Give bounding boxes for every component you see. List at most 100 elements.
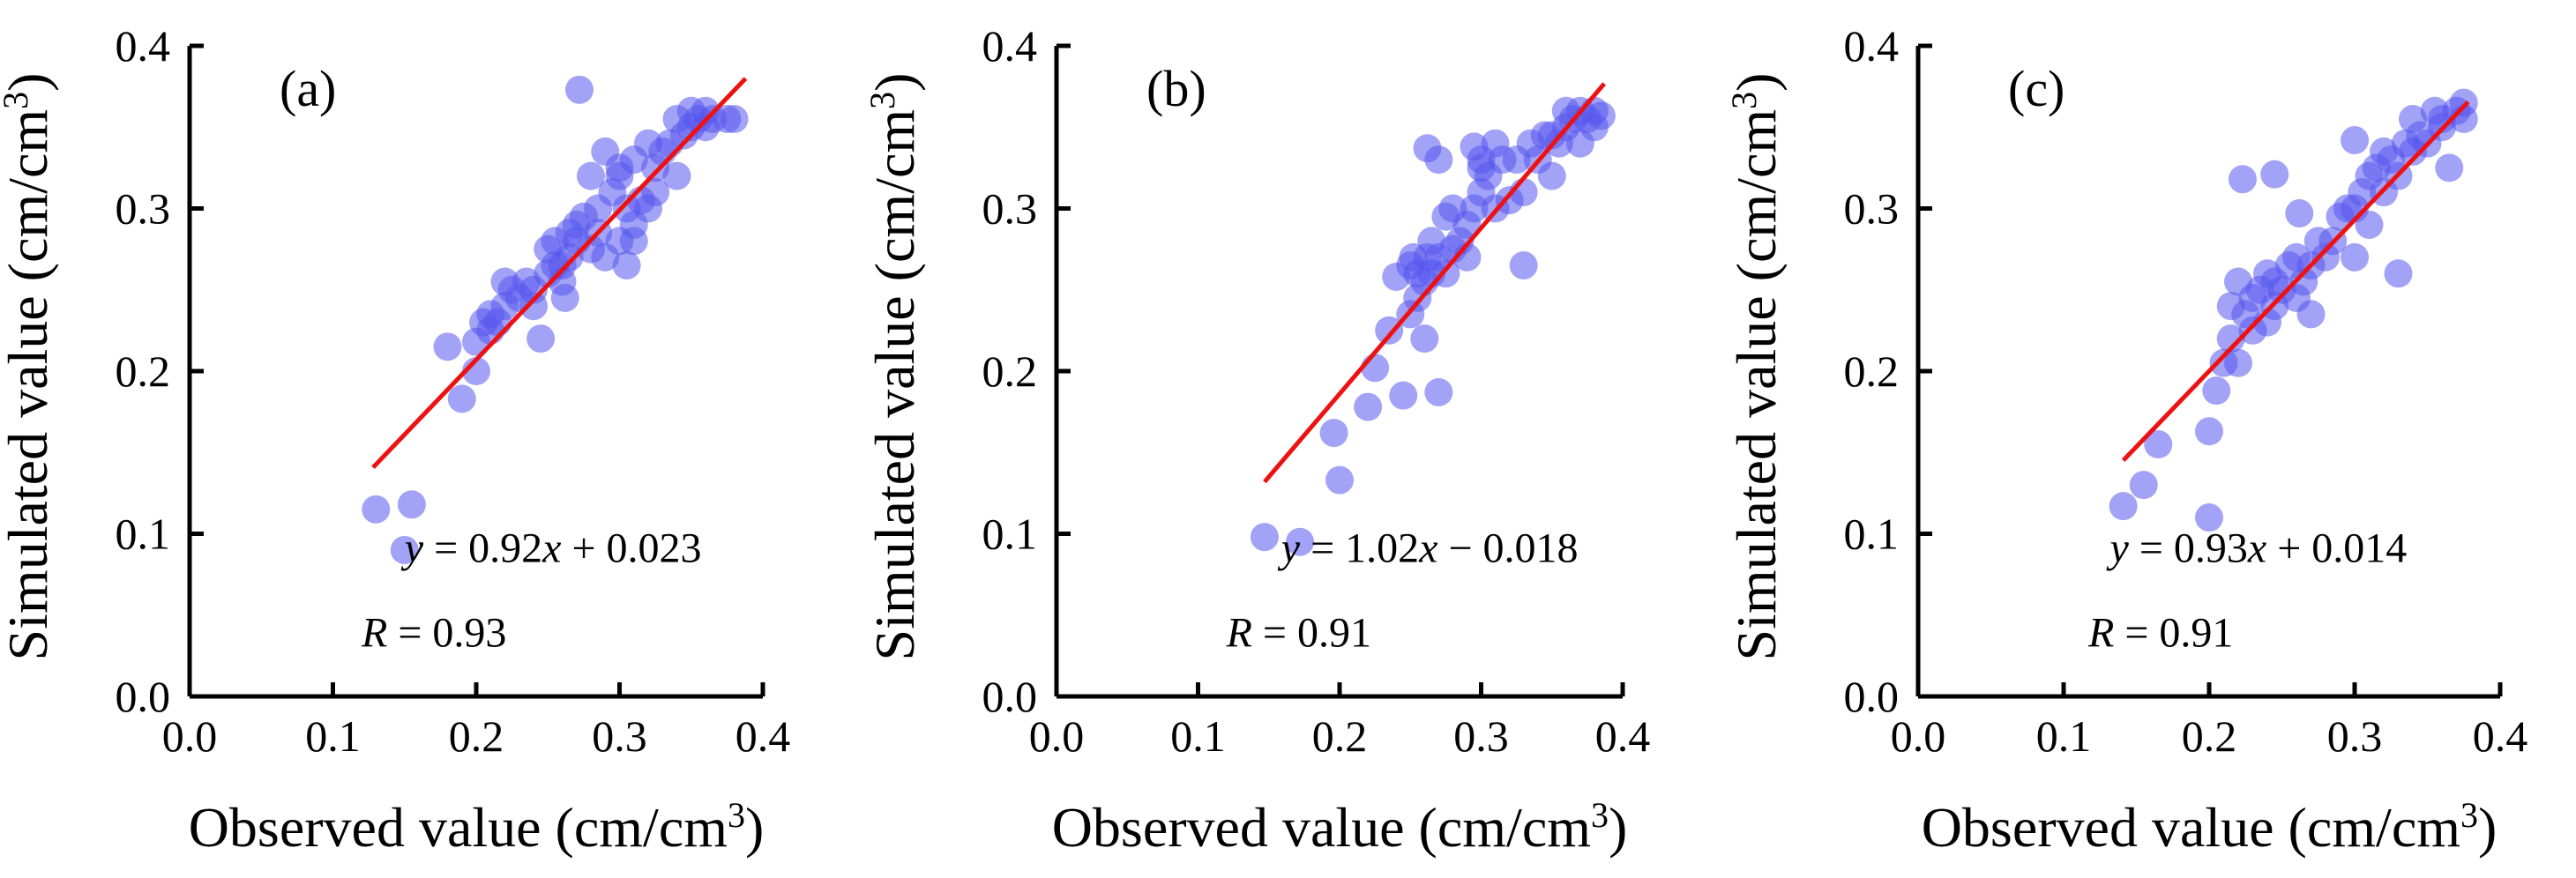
x-tick-label: 0.0 — [162, 711, 218, 761]
data-point — [2129, 471, 2158, 500]
panel-label: (a) — [280, 60, 336, 117]
x-tick-label: 0.2 — [1312, 711, 1368, 761]
y-axis-title: Simulated value (cm/cm3) — [862, 73, 927, 661]
data-point — [362, 495, 391, 524]
data-point — [2144, 430, 2173, 459]
data-point — [1325, 465, 1354, 495]
correlation-value: R = 0.91 — [2087, 610, 2233, 657]
data-point — [2228, 165, 2257, 194]
x-tick-label: 0.2 — [2182, 711, 2237, 761]
data-point — [612, 251, 641, 280]
data-point — [2202, 376, 2231, 406]
data-point — [2355, 210, 2384, 239]
y-tick-label: 0.3 — [116, 184, 171, 234]
y-tick-label: 0.3 — [1844, 184, 1900, 234]
y-tick-label: 0.4 — [982, 21, 1038, 71]
regression-line — [2121, 100, 2470, 462]
data-points — [362, 75, 749, 564]
x-tick-label: 0.1 — [305, 711, 361, 761]
data-point — [2435, 153, 2464, 182]
x-tick-label: 0.3 — [592, 711, 647, 761]
data-point — [2384, 259, 2413, 288]
y-tick-label: 0.2 — [1844, 346, 1900, 396]
data-point — [1424, 377, 1453, 406]
x-tick-label: 0.0 — [1891, 711, 1946, 761]
data-point — [605, 153, 634, 182]
data-point — [641, 178, 670, 207]
data-point — [1467, 153, 1496, 182]
data-point — [1389, 381, 1418, 410]
x-tick-label: 0.3 — [2327, 711, 2383, 761]
x-tick-label: 0.4 — [2473, 711, 2528, 761]
data-point — [1509, 251, 1538, 280]
data-point — [577, 161, 605, 190]
data-point — [1413, 134, 1442, 163]
data-point — [519, 292, 548, 321]
data-point — [447, 384, 476, 413]
y-tick-label: 0.3 — [982, 184, 1038, 234]
x-tick-label: 0.1 — [2036, 711, 2092, 761]
data-point — [2260, 160, 2289, 189]
scatter-panel-b: 0.0 0.1 0.2 0.3 0.4 0.0 0.1 0.2 0.3 0.4 Observed v… — [862, 21, 1651, 859]
y-tick-label: 0.1 — [982, 510, 1038, 559]
correlation-value: R = 0.93 — [361, 610, 506, 657]
data-point — [565, 75, 594, 104]
y-tick-label: 0.2 — [982, 346, 1038, 396]
x-axis-title: Observed value (cm/cm3) — [1922, 795, 2498, 859]
data-point — [1361, 353, 1390, 383]
panel-label: (b) — [1146, 60, 1206, 117]
y-tick-label: 0.0 — [116, 672, 171, 721]
correlation-value: R = 0.91 — [1226, 610, 1371, 657]
data-point — [2341, 126, 2369, 155]
x-tick-label: 0.4 — [735, 711, 791, 761]
data-point — [1354, 392, 1383, 421]
x-tick-label: 0.0 — [1029, 711, 1085, 761]
data-point — [1319, 419, 1348, 448]
regression-equation: y = 1.02x − 0.018 — [1277, 525, 1579, 572]
regression-line — [371, 77, 748, 470]
data-point — [619, 227, 648, 256]
data-point — [2224, 348, 2252, 377]
regression-equation: y = 0.93x + 0.014 — [2106, 525, 2408, 572]
scatter-panel-c: 0.0 0.1 0.2 0.3 0.4 0.0 0.1 0.2 0.3 0.4 Observed v… — [1724, 21, 2528, 859]
y-tick-label: 0.0 — [1844, 672, 1900, 721]
panel-label: (c) — [2008, 60, 2065, 117]
data-point — [2341, 242, 2369, 272]
data-point — [1537, 161, 1566, 190]
y-tick-label: 0.1 — [1844, 510, 1900, 559]
y-tick-label: 0.4 — [1844, 21, 1900, 71]
data-point — [2195, 503, 2223, 532]
regression-line — [1263, 82, 1607, 484]
data-point — [2285, 199, 2314, 228]
y-tick-label: 0.0 — [982, 672, 1038, 721]
y-tick-label: 0.4 — [116, 21, 171, 71]
data-point — [1286, 527, 1315, 556]
data-point — [720, 105, 749, 134]
data-point — [1410, 324, 1439, 353]
data-point — [2109, 492, 2138, 521]
data-points — [1250, 96, 1616, 556]
data-point — [662, 161, 691, 190]
data-point — [2216, 324, 2245, 353]
y-axis-title: Simulated value (cm/cm3) — [0, 73, 59, 661]
data-point — [433, 332, 462, 361]
regression-equation: y = 0.92x + 0.023 — [400, 525, 702, 572]
data-point — [550, 283, 579, 312]
data-point — [397, 490, 426, 519]
y-tick-label: 0.2 — [116, 346, 171, 396]
data-point — [2195, 417, 2223, 446]
x-axis-title: Observed value (cm/cm3) — [189, 795, 765, 859]
x-tick-label: 0.4 — [1595, 711, 1651, 761]
y-axis-title: Simulated value (cm/cm3) — [1724, 73, 1788, 661]
data-point — [1250, 523, 1279, 552]
data-point — [2216, 292, 2245, 321]
data-points — [2109, 88, 2478, 532]
data-point — [1375, 316, 1404, 345]
data-point — [390, 535, 419, 564]
scatter-panel-a: 0.0 0.1 0.2 0.3 0.4 0.0 0.1 0.2 0.3 0.4 Observed v… — [0, 21, 790, 859]
data-point — [1587, 101, 1616, 130]
y-tick-label: 0.1 — [116, 510, 171, 559]
x-tick-label: 0.2 — [449, 711, 504, 761]
data-point — [526, 324, 556, 353]
